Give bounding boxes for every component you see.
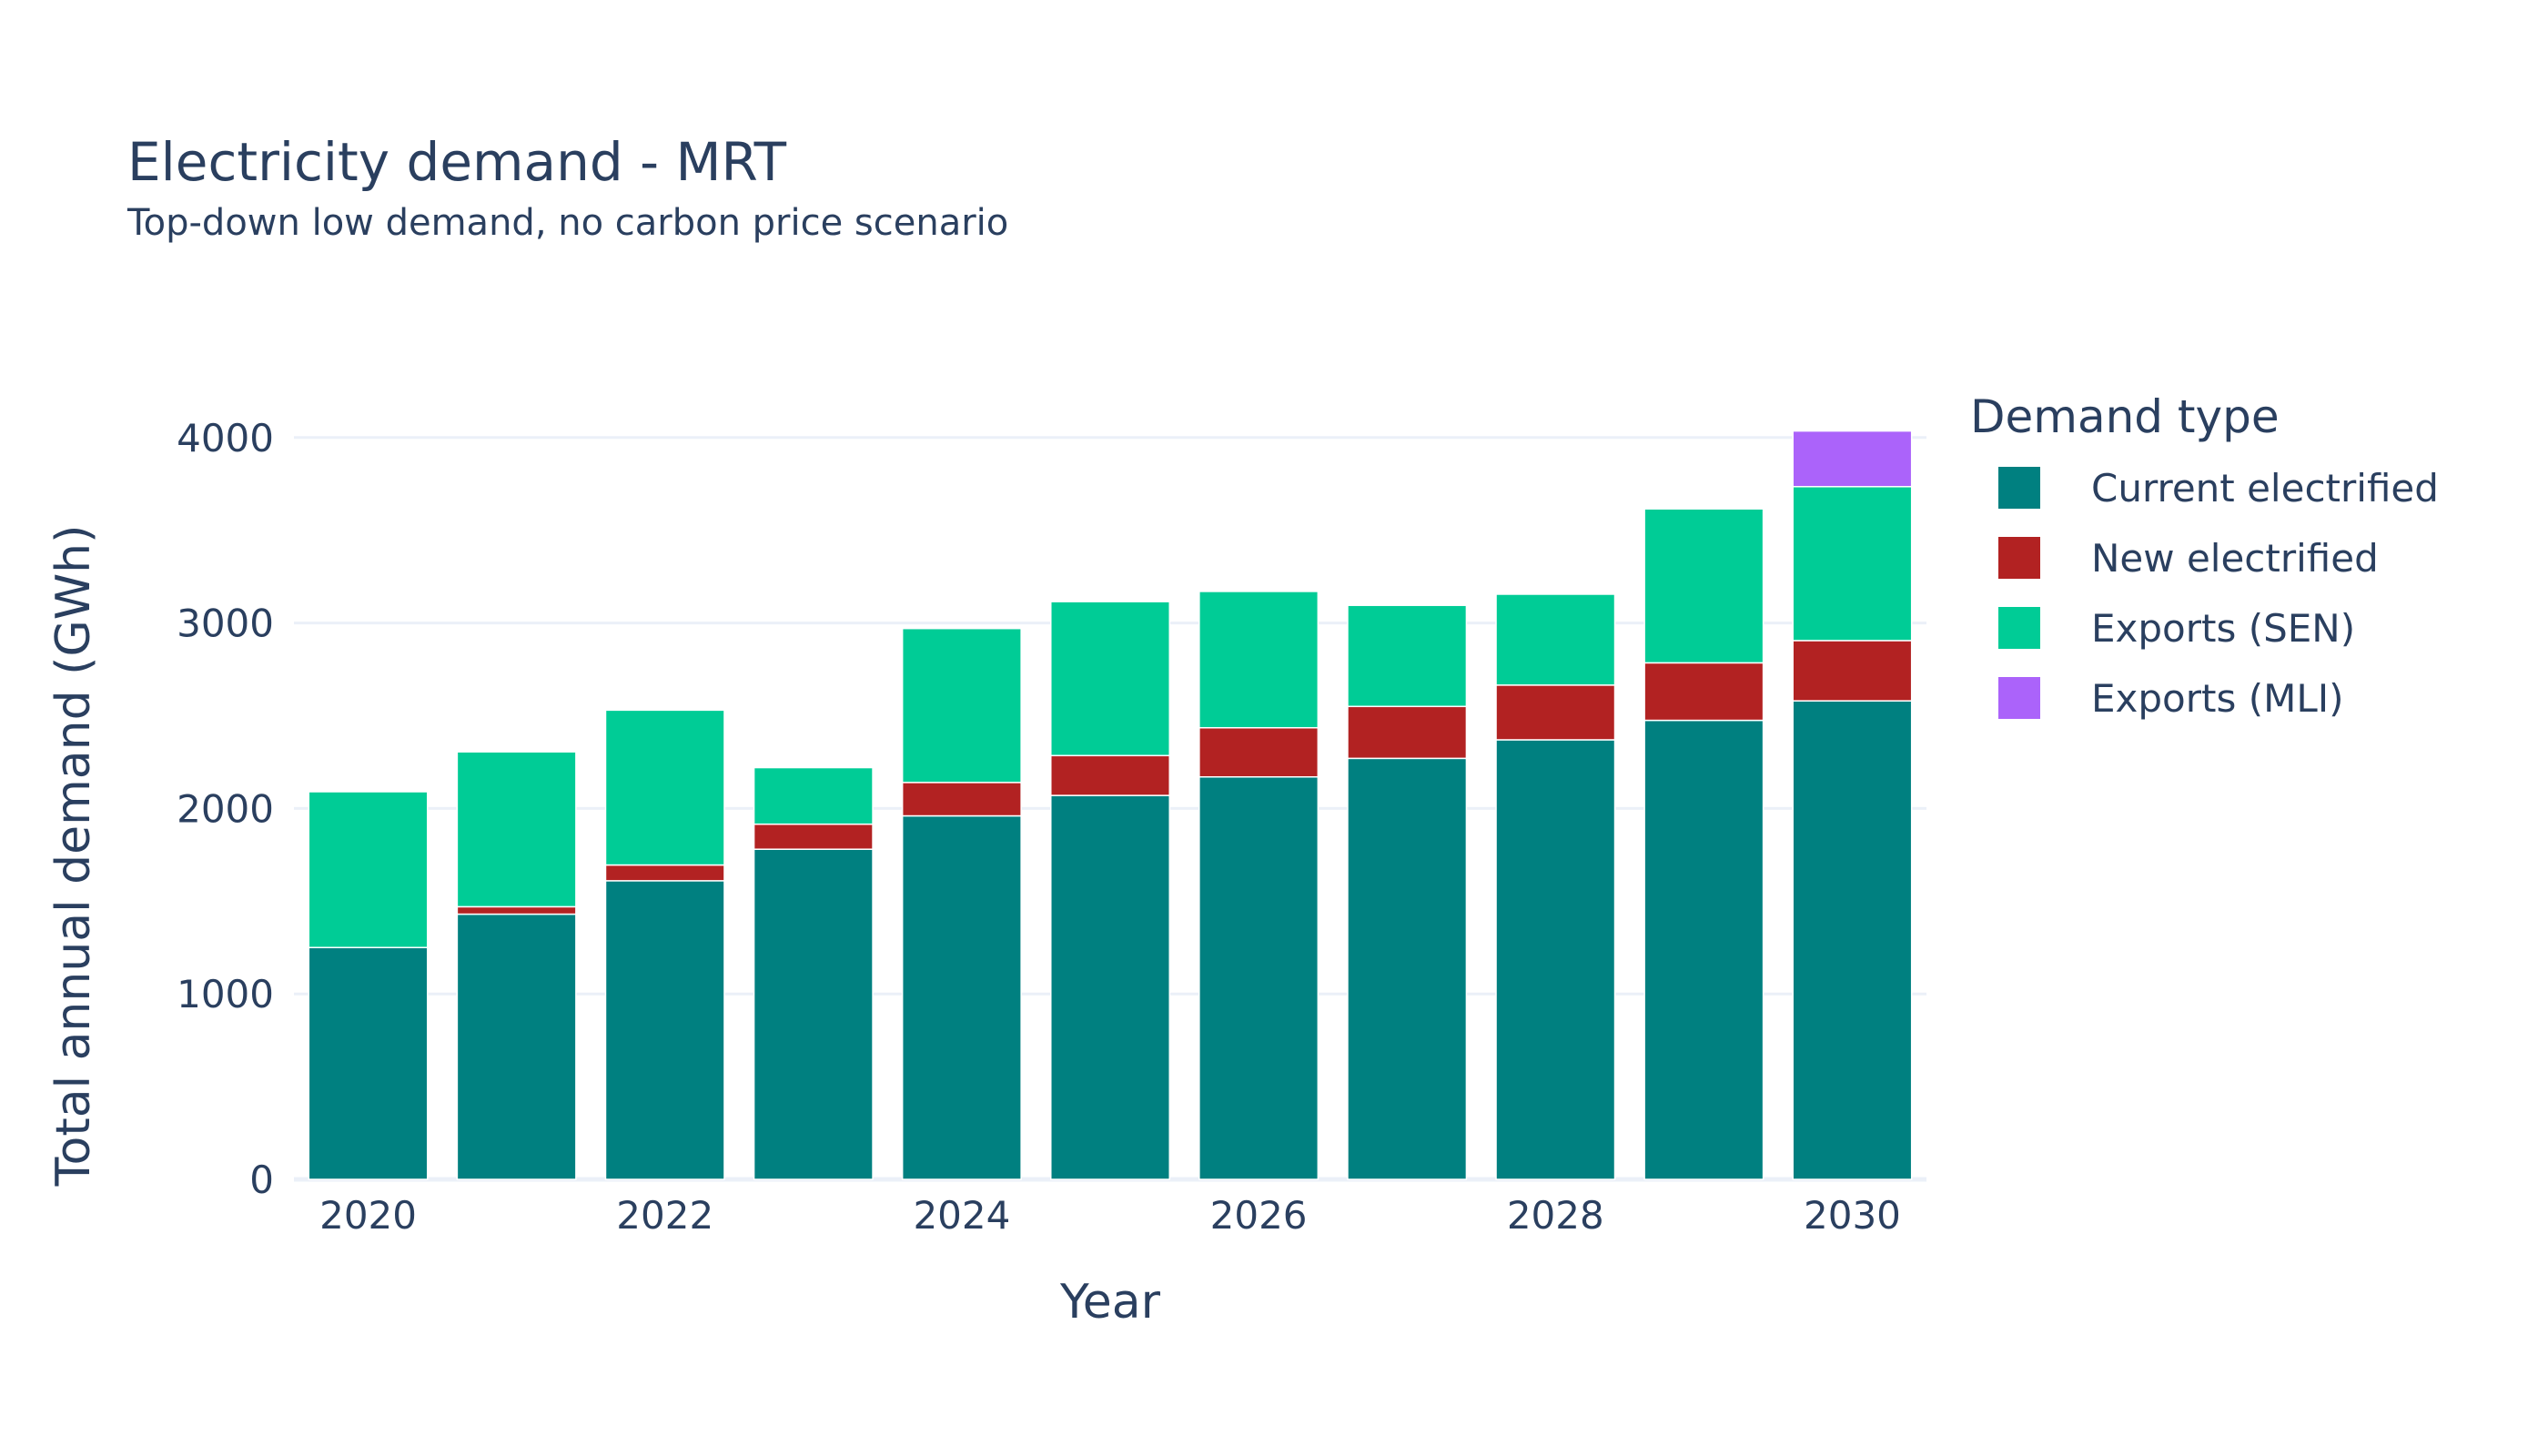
bar-segment bbox=[456, 751, 577, 908]
bar-segment bbox=[1198, 591, 1320, 729]
bar-segment bbox=[901, 782, 1022, 817]
legend: Demand type Current electrified New elect… bbox=[1970, 390, 2439, 721]
bar-segment bbox=[1495, 593, 1616, 686]
legend-swatch bbox=[1998, 467, 2040, 509]
legend-label: Current electrified bbox=[2091, 466, 2439, 511]
bar-segment bbox=[753, 823, 874, 850]
x-axis-ticks: 2020 2022 2024 2026 2028 2030 bbox=[319, 1193, 1901, 1238]
bar-segment bbox=[1792, 430, 1913, 488]
x-tick-label: 2024 bbox=[913, 1193, 1010, 1238]
chart-title: Electricity demand - MRT bbox=[127, 131, 787, 193]
x-tick-label: 2030 bbox=[1804, 1193, 1901, 1238]
bar-segment bbox=[1347, 757, 1468, 1180]
bar-segment bbox=[1050, 794, 1170, 1180]
x-tick-label: 2026 bbox=[1210, 1193, 1308, 1238]
bar-segment bbox=[456, 913, 577, 1180]
y-tick-label: 2000 bbox=[177, 786, 274, 831]
y-tick-label: 0 bbox=[249, 1158, 274, 1202]
bar-segment bbox=[1792, 700, 1913, 1180]
bar-segment bbox=[901, 627, 1022, 784]
y-axis-ticks: 0 1000 2000 3000 4000 bbox=[177, 416, 274, 1202]
chart-subtitle: Top-down low demand, no carbon price sce… bbox=[126, 202, 1008, 244]
y-tick-label: 3000 bbox=[177, 602, 274, 646]
bar-segment bbox=[1347, 705, 1468, 760]
bar-segment bbox=[604, 864, 725, 882]
bar-segment bbox=[1495, 739, 1616, 1180]
y-tick-label: 1000 bbox=[177, 972, 274, 1016]
bar-segment bbox=[1050, 754, 1170, 796]
legend-swatch bbox=[1998, 677, 2040, 719]
bar-segment bbox=[604, 709, 725, 866]
x-axis-title: Year bbox=[1059, 1275, 1161, 1330]
bar-segment bbox=[1495, 684, 1616, 741]
bar-segment bbox=[1643, 719, 1764, 1180]
bar-segment bbox=[1792, 640, 1913, 702]
bar-segment bbox=[1643, 508, 1764, 664]
x-tick-label: 2022 bbox=[616, 1193, 713, 1238]
y-tick-label: 4000 bbox=[177, 416, 274, 460]
bars bbox=[308, 430, 1913, 1180]
bar-segment bbox=[1198, 726, 1320, 778]
bar-segment bbox=[456, 905, 577, 915]
bar-segment bbox=[1198, 775, 1320, 1180]
bar-segment bbox=[1347, 604, 1468, 708]
bar-segment bbox=[1050, 601, 1170, 757]
bar-segment bbox=[1643, 662, 1764, 722]
legend-label: Exports (SEN) bbox=[2091, 606, 2355, 651]
legend-swatch bbox=[1998, 607, 2040, 649]
legend-label: Exports (MLI) bbox=[2091, 676, 2344, 721]
bar-segment bbox=[1792, 486, 1913, 642]
bar-segment bbox=[604, 880, 725, 1180]
x-tick-label: 2020 bbox=[319, 1193, 417, 1238]
legend-label: New electrified bbox=[2091, 536, 2379, 581]
legend-swatch bbox=[1998, 537, 2040, 579]
x-tick-label: 2028 bbox=[1507, 1193, 1604, 1238]
bar-segment bbox=[308, 791, 429, 948]
bar-segment bbox=[753, 766, 874, 825]
legend-title: Demand type bbox=[1970, 390, 2280, 443]
y-axis-title: Total annual demand (GWh) bbox=[46, 525, 101, 1188]
bar-segment bbox=[901, 814, 1022, 1180]
bar-segment bbox=[308, 946, 429, 1180]
bar-segment bbox=[753, 848, 874, 1180]
